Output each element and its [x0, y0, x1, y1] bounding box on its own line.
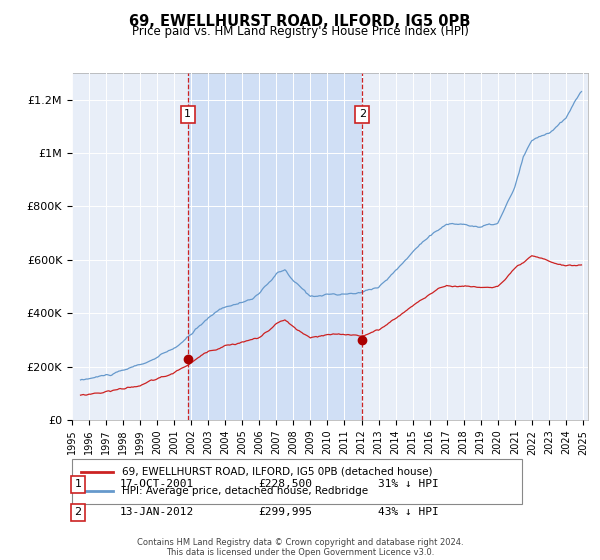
- Text: 17-OCT-2001: 17-OCT-2001: [120, 479, 194, 489]
- FancyBboxPatch shape: [72, 459, 522, 504]
- Text: £299,995: £299,995: [258, 507, 312, 517]
- Text: HPI: Average price, detached house, Redbridge: HPI: Average price, detached house, Redb…: [121, 487, 368, 497]
- Text: 69, EWELLHURST ROAD, ILFORD, IG5 0PB (detached house): 69, EWELLHURST ROAD, ILFORD, IG5 0PB (de…: [121, 466, 432, 477]
- Text: 13-JAN-2012: 13-JAN-2012: [120, 507, 194, 517]
- Text: 1: 1: [74, 479, 82, 489]
- Text: Contains HM Land Registry data © Crown copyright and database right 2024.
This d: Contains HM Land Registry data © Crown c…: [137, 538, 463, 557]
- Text: 31% ↓ HPI: 31% ↓ HPI: [378, 479, 439, 489]
- Text: £228,500: £228,500: [258, 479, 312, 489]
- Text: 2: 2: [74, 507, 82, 517]
- Text: 1: 1: [184, 109, 191, 119]
- Text: 69, EWELLHURST ROAD, ILFORD, IG5 0PB: 69, EWELLHURST ROAD, ILFORD, IG5 0PB: [130, 14, 470, 29]
- Bar: [188, 73, 362, 420]
- Text: 2: 2: [359, 109, 366, 119]
- Text: Price paid vs. HM Land Registry's House Price Index (HPI): Price paid vs. HM Land Registry's House …: [131, 25, 469, 38]
- Text: 43% ↓ HPI: 43% ↓ HPI: [378, 507, 439, 517]
